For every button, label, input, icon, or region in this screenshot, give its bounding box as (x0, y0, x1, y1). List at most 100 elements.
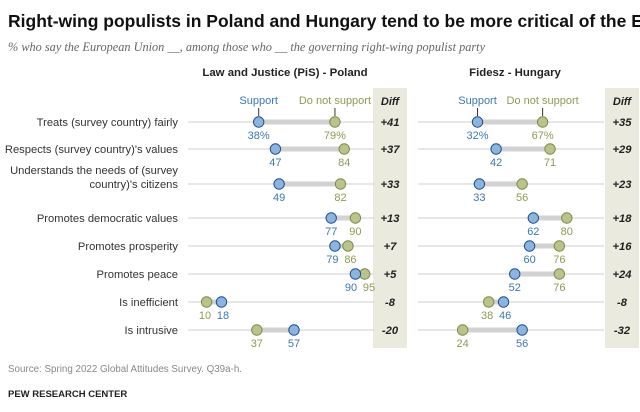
dot-not-support (516, 178, 528, 190)
dot-support (523, 240, 536, 252)
diff-value: +41 (381, 117, 400, 129)
value-label-not-support: 76 (553, 254, 565, 266)
diff-value: +23 (613, 179, 633, 191)
dot-support (288, 324, 300, 336)
dot-support (497, 296, 510, 308)
row-label: Is inefficient (119, 297, 179, 309)
row-label: Promotes prosperity (78, 241, 179, 253)
source-note: Source: Spring 2022 Global Attitudes Sur… (8, 364, 242, 375)
dot-support (471, 116, 484, 128)
panel-title-poland: Law and Justice (PiS) - Poland (202, 67, 367, 79)
row-label: Respects (survey country)'s values (5, 144, 179, 156)
value-label-not-support: 90 (349, 226, 361, 238)
panel-title-hungary: Fidesz - Hungary (469, 67, 561, 79)
org-credit: PEW RESEARCH CENTER (8, 389, 127, 400)
diff-value: +16 (613, 241, 633, 253)
row-label: Is intrusive (125, 325, 178, 337)
row-label-line: Understands the needs of (survey (10, 165, 178, 177)
dot-not-support (482, 296, 495, 308)
diff-value: +24 (613, 269, 633, 281)
value-label-support: 57 (288, 338, 300, 350)
legend-support: Support (239, 95, 278, 107)
value-label-not-support: 84 (338, 157, 350, 169)
dot-support (527, 212, 540, 224)
dot-support (329, 240, 341, 252)
diff-value: +33 (381, 179, 401, 191)
dot-not-support (536, 116, 549, 128)
diff-header: Diff (613, 96, 632, 108)
value-label-support: 18 (217, 310, 229, 322)
diff-value: +7 (384, 241, 398, 253)
dot-not-support (544, 143, 556, 155)
diff-column-poland (373, 88, 407, 348)
row-label-line: country)'s citizens (89, 179, 178, 191)
diff-value: +13 (381, 213, 401, 225)
legend-not-support: Do not support (507, 95, 579, 107)
diff-value: +18 (613, 213, 633, 225)
row-label: Treats (survey country) fairly (37, 117, 179, 129)
value-label-not-support: 76 (553, 282, 565, 294)
dot-support (273, 178, 285, 190)
dot-not-support (553, 268, 566, 280)
value-label-not-support: 95 (363, 282, 375, 294)
value-label-support: 47 (269, 157, 281, 169)
value-label-support: 56 (516, 338, 528, 350)
value-label-not-support: 56 (516, 192, 528, 204)
dot-support (473, 178, 486, 190)
diff-value: +5 (384, 269, 398, 281)
dot-not-support (349, 212, 362, 224)
value-label-not-support: 86 (344, 254, 356, 266)
dot-not-support (200, 296, 213, 308)
diff-value: +35 (613, 117, 633, 129)
value-label-not-support: 24 (457, 338, 469, 350)
value-label-not-support: 82 (334, 192, 346, 204)
value-label-not-support: 80 (561, 226, 573, 238)
value-label-support: 62 (527, 226, 539, 238)
row-label: Promotes democratic values (37, 213, 179, 225)
value-label-not-support: 67% (532, 130, 554, 142)
value-label-not-support: 71 (544, 157, 556, 169)
dot-support (325, 212, 337, 224)
value-label-support: 46 (499, 310, 511, 322)
dot-support (490, 143, 502, 155)
value-label-not-support: 10 (199, 310, 211, 322)
value-label-support: 79 (326, 254, 338, 266)
diff-value: +29 (613, 144, 633, 156)
diff-value: +37 (381, 144, 401, 156)
chart-subtitle: % who say the European Union __, among t… (8, 40, 486, 54)
dot-not-support (553, 240, 566, 252)
dot-support (516, 324, 528, 336)
legend-support: Support (458, 95, 497, 107)
dot-support (252, 116, 265, 128)
diff-column-hungary (605, 88, 639, 348)
row-label: Promotes peace (97, 269, 178, 281)
dot-not-support (329, 116, 341, 128)
value-label-support: 38% (248, 130, 270, 142)
diff-header: Diff (381, 96, 400, 108)
dot-support (215, 296, 228, 308)
diff-value: -32 (614, 325, 631, 337)
dot-not-support (561, 212, 573, 224)
value-label-support: 32% (467, 130, 489, 142)
value-label-support: 42 (490, 157, 502, 169)
diff-value: -8 (385, 297, 396, 309)
dot-not-support (334, 178, 347, 190)
value-label-support: 52 (509, 282, 521, 294)
value-label-support: 77 (325, 226, 337, 238)
diff-value: -8 (617, 297, 628, 309)
legend-not-support: Do not support (299, 95, 371, 107)
dot-not-support (456, 324, 469, 336)
value-label-not-support: 79% (324, 130, 346, 142)
value-label-support: 49 (273, 192, 285, 204)
diff-value: -20 (382, 325, 399, 337)
dot-support (269, 143, 282, 155)
value-label-support: 60 (523, 254, 535, 266)
chart-title: Right-wing populists in Poland and Hunga… (8, 11, 640, 31)
dot-support (349, 268, 362, 280)
value-label-support: 33 (473, 192, 485, 204)
value-label-not-support: 38 (481, 310, 493, 322)
dot-not-support (251, 324, 263, 336)
dot-not-support (338, 143, 350, 155)
value-label-not-support: 37 (251, 338, 263, 350)
